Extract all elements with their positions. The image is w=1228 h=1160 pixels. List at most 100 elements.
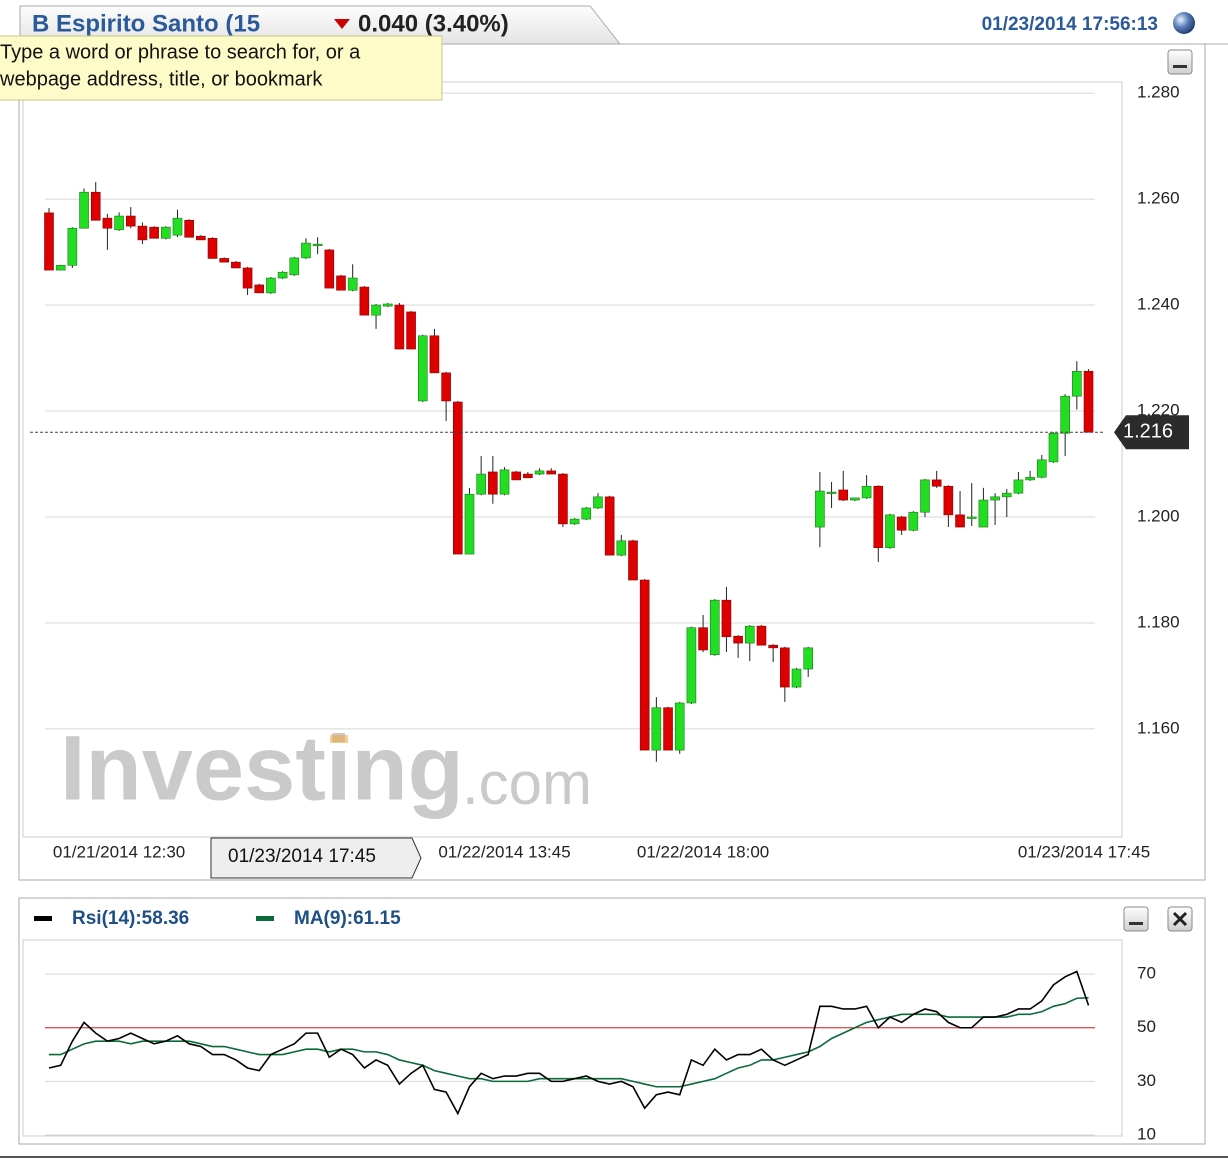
candle-up: [593, 496, 603, 509]
tooltip-text: Type a word or phrase to search for, or …: [0, 41, 361, 63]
plot-area: [22, 81, 1123, 838]
minimize-icon: [1173, 65, 1187, 68]
candle-down: [441, 372, 451, 402]
candle-up: [1037, 459, 1047, 478]
globe-icon[interactable]: [1173, 12, 1195, 34]
instrument-name[interactable]: B Espirito Santo (15: [32, 10, 260, 37]
candle-up: [371, 304, 381, 316]
y-tick-label: 70: [1137, 964, 1156, 983]
candle-up: [172, 217, 183, 236]
candle-up: [417, 335, 428, 402]
candle-down: [488, 471, 498, 495]
x-tick-label: 01/23/2014 17:45: [1018, 842, 1150, 861]
candle-down: [733, 635, 743, 644]
candle-up: [79, 191, 89, 229]
candle-down: [780, 647, 790, 688]
candle-up: [861, 485, 872, 499]
candle-up: [978, 499, 989, 528]
candle-down: [359, 286, 370, 316]
candle-up: [581, 507, 592, 520]
candle-down: [231, 261, 241, 269]
close-icon: [1172, 911, 1188, 927]
candle-down: [324, 249, 335, 289]
candle-up: [826, 491, 837, 494]
x-tick-label: 01/22/2014 13:45: [438, 842, 570, 861]
candle-up: [709, 599, 720, 656]
candle-down: [196, 235, 206, 241]
x-tick-label: 01/22/2014 18:00: [637, 842, 769, 861]
candle-down: [721, 599, 732, 638]
watermark-accent: [330, 735, 348, 743]
candle-up: [850, 497, 860, 501]
candle-down: [90, 191, 101, 221]
candle-down: [628, 540, 638, 581]
candle-up: [908, 511, 919, 531]
candle-down: [184, 219, 194, 238]
candle-up: [499, 469, 510, 495]
y-tick-label: 30: [1137, 1071, 1156, 1090]
candle-up: [534, 470, 545, 475]
legend-swatch: [34, 916, 52, 921]
crosshair-box: [210, 837, 422, 879]
y-tick-label: 1.180: [1137, 612, 1180, 631]
candle-down: [429, 335, 440, 374]
candle-down: [698, 627, 708, 651]
down-arrow: [334, 19, 350, 29]
candle-down: [242, 267, 253, 289]
candle-down: [511, 471, 522, 481]
minimize-icon: [1129, 922, 1143, 925]
candle-down: [452, 401, 463, 555]
candle-up: [277, 271, 288, 279]
candle-down: [873, 485, 884, 549]
y-tick-label: 1.200: [1137, 506, 1180, 525]
candle-down: [896, 516, 907, 531]
candle-up: [569, 518, 580, 525]
minimize-button[interactable]: [1167, 49, 1193, 75]
minimize-button[interactable]: [1123, 906, 1149, 932]
candle-down: [102, 217, 113, 229]
candle-up: [1001, 492, 1012, 498]
candle-down: [604, 496, 615, 556]
candle-up: [347, 277, 358, 291]
candle-down: [558, 473, 568, 525]
y-tick-label: 1.220: [1137, 401, 1180, 420]
candle-up: [1013, 479, 1024, 494]
candle-up: [55, 265, 66, 271]
indicator-line: [49, 997, 1089, 1088]
price-change: 0.040 (3.40%): [358, 10, 509, 37]
candle-up: [382, 303, 393, 307]
candle-down: [546, 470, 557, 475]
candle-up: [476, 473, 486, 495]
candle-up: [651, 707, 662, 751]
candle-down: [838, 489, 849, 501]
candle-up: [266, 277, 276, 294]
candle-down: [639, 579, 650, 751]
y-tick-label: 1.240: [1137, 295, 1180, 314]
candle-up: [67, 227, 78, 266]
candle-up: [312, 243, 323, 246]
main-chart: 1.160 1.180 1.200 1.220 1.240 1.260 1.280 Inves…: [30, 83, 1189, 879]
candle-down: [336, 275, 346, 291]
candle-down: [1083, 370, 1094, 433]
y-tick-label: 1.260: [1137, 189, 1180, 208]
candle-down: [207, 237, 218, 259]
candle-down: [931, 479, 942, 487]
candle-up: [966, 516, 977, 519]
candle-down: [44, 212, 54, 271]
candle-up: [114, 215, 124, 231]
candle-up: [791, 668, 802, 688]
candle-up: [674, 702, 685, 751]
y-tick-label: 1.160: [1137, 718, 1180, 737]
last-price-label: 1.216: [1123, 420, 1173, 442]
candle-down: [943, 485, 954, 516]
tooltip: [0, 35, 443, 101]
candle-up: [464, 493, 475, 555]
candle-up: [289, 257, 300, 276]
candle-down: [254, 284, 265, 294]
candle-up: [1072, 370, 1082, 397]
legend-swatch: [256, 916, 274, 921]
candle-down: [219, 258, 229, 263]
candle-down: [137, 225, 148, 241]
indicator-plot-area: [22, 939, 1123, 1137]
